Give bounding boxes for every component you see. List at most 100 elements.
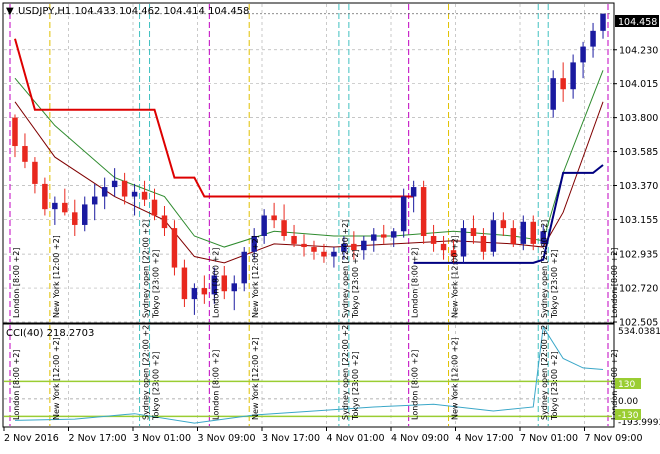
candle-body [171,228,178,268]
candle-body [301,243,307,248]
candle-body [42,183,48,210]
session-label: London [8:00 +2] [12,350,21,420]
cci-label: CCI(40) 218.2703 [6,328,94,339]
candle-body [470,228,477,236]
cci-upper-level-box [615,378,641,389]
candle-body [261,215,267,236]
price-tick-label: 102.935 [619,250,658,261]
candle-body [201,288,208,295]
candle-body [500,220,507,229]
candle-body [82,204,88,225]
green-moving-average [14,70,604,248]
time-tick-label: 3 Nov 17:00 [262,433,320,444]
price-tick-label: 103.800 [619,113,658,124]
cci-lower-level-label: -130 [618,411,639,421]
collapse-icon[interactable]: ▼ [6,6,14,17]
candle-body [12,117,18,147]
candle-body [600,13,606,31]
candle-body [371,234,377,241]
time-tick-label: 7 Nov 09:00 [585,433,643,444]
symbol-info: USDJPY,H1 104.433 104.462 104.414 104.45… [18,6,249,17]
session-label: Sydney open [22:00 +2] [142,220,151,318]
candle-body [590,30,596,47]
candle-body [311,247,317,252]
candle-body [111,180,118,188]
price-tick-label: 104.015 [619,79,658,90]
candle-body [530,221,536,244]
red-step-line [14,38,414,198]
session-label: Tokyo [23:00 +2] [550,249,559,319]
candle-body [72,212,78,225]
time-tick-label: 4 Nov 01:00 [327,433,385,444]
candle-body [390,231,397,238]
session-label: New York [12:00 +2] [52,235,61,318]
candle-body [400,196,407,232]
price-tick-label: 103.370 [619,181,658,192]
price-tick-label: 103.155 [619,215,658,226]
cci-line [14,325,604,424]
candle-body [161,215,168,229]
price-tick-label: 104.230 [619,45,658,56]
candle-body [351,243,357,251]
candle-body [32,161,38,184]
candle-body [181,267,188,300]
time-tick-label: 3 Nov 01:00 [133,433,191,444]
current-price-box [615,15,659,27]
candle-body [251,235,257,252]
cci-lower-level-box [615,409,641,420]
candle-body [331,251,337,257]
candle-body [231,283,237,292]
time-tick-label: 7 Nov 01:00 [520,433,578,444]
candle-body [101,187,108,197]
session-label: Sydney open [22:00 +2] [341,220,350,318]
candle-body [410,187,417,197]
session-label: London [8:00 +2] [411,248,420,318]
candle-body [570,62,576,90]
session-label: Sydney open [22:00 +2] [540,322,549,420]
cci-series [4,325,612,424]
session-label: London [8:00 +2] [411,350,420,420]
candle-body [151,199,158,216]
time-tick-label: 4 Nov 09:00 [391,433,449,444]
cci-panel-frame [2,323,615,428]
main-panel-frame [2,2,615,324]
candle-body [211,275,218,295]
candle-body [141,191,148,200]
price-tick-label: 102.505 [619,318,658,329]
session-label: Tokyo [23:00 +2] [152,249,161,319]
session-label: London [8:00 +2] [12,248,21,318]
time-tick-label: 2 Nov 17:00 [69,433,127,444]
candle-body [381,234,387,238]
time-tick-label: 4 Nov 17:00 [456,433,514,444]
session-label: New York [12:00 +2] [251,337,260,420]
candle-body [420,187,427,236]
price-tick-label: 102.720 [619,284,658,295]
candle-body [321,251,327,257]
candle-body [241,251,247,284]
cci-max-label: 534.0381 [618,327,660,337]
candle-body [52,202,58,210]
candle-body [221,275,228,292]
session-label: Sydney open [22:00 +2] [142,322,151,420]
candle-body [131,191,138,197]
time-tick-label: 3 Nov 09:00 [198,433,256,444]
candle-body [450,250,457,257]
session-label: New York [12:00 +2] [251,235,260,318]
candlestick-series [12,13,606,315]
candle-body [560,78,566,90]
candle-body [480,235,487,252]
candle-body [490,220,497,252]
session-label: Tokyo [23:00 +2] [351,351,360,421]
cci-upper-level-label: 130 [618,380,635,390]
candle-body [291,235,297,244]
candle-body [271,215,277,221]
cci-min-label: -193.9993 [618,418,660,428]
price-tick-label: 103.585 [619,147,658,158]
candle-body [580,46,586,63]
candle-body [341,243,347,252]
current-price-label: 104.458 [618,17,657,28]
candle-body [91,196,98,205]
candle-body [22,146,28,162]
cci-zero-label: 0.00 [618,397,638,407]
